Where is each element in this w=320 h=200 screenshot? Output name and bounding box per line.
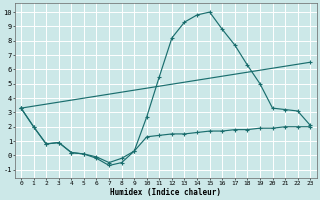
X-axis label: Humidex (Indice chaleur): Humidex (Indice chaleur) xyxy=(110,188,221,197)
